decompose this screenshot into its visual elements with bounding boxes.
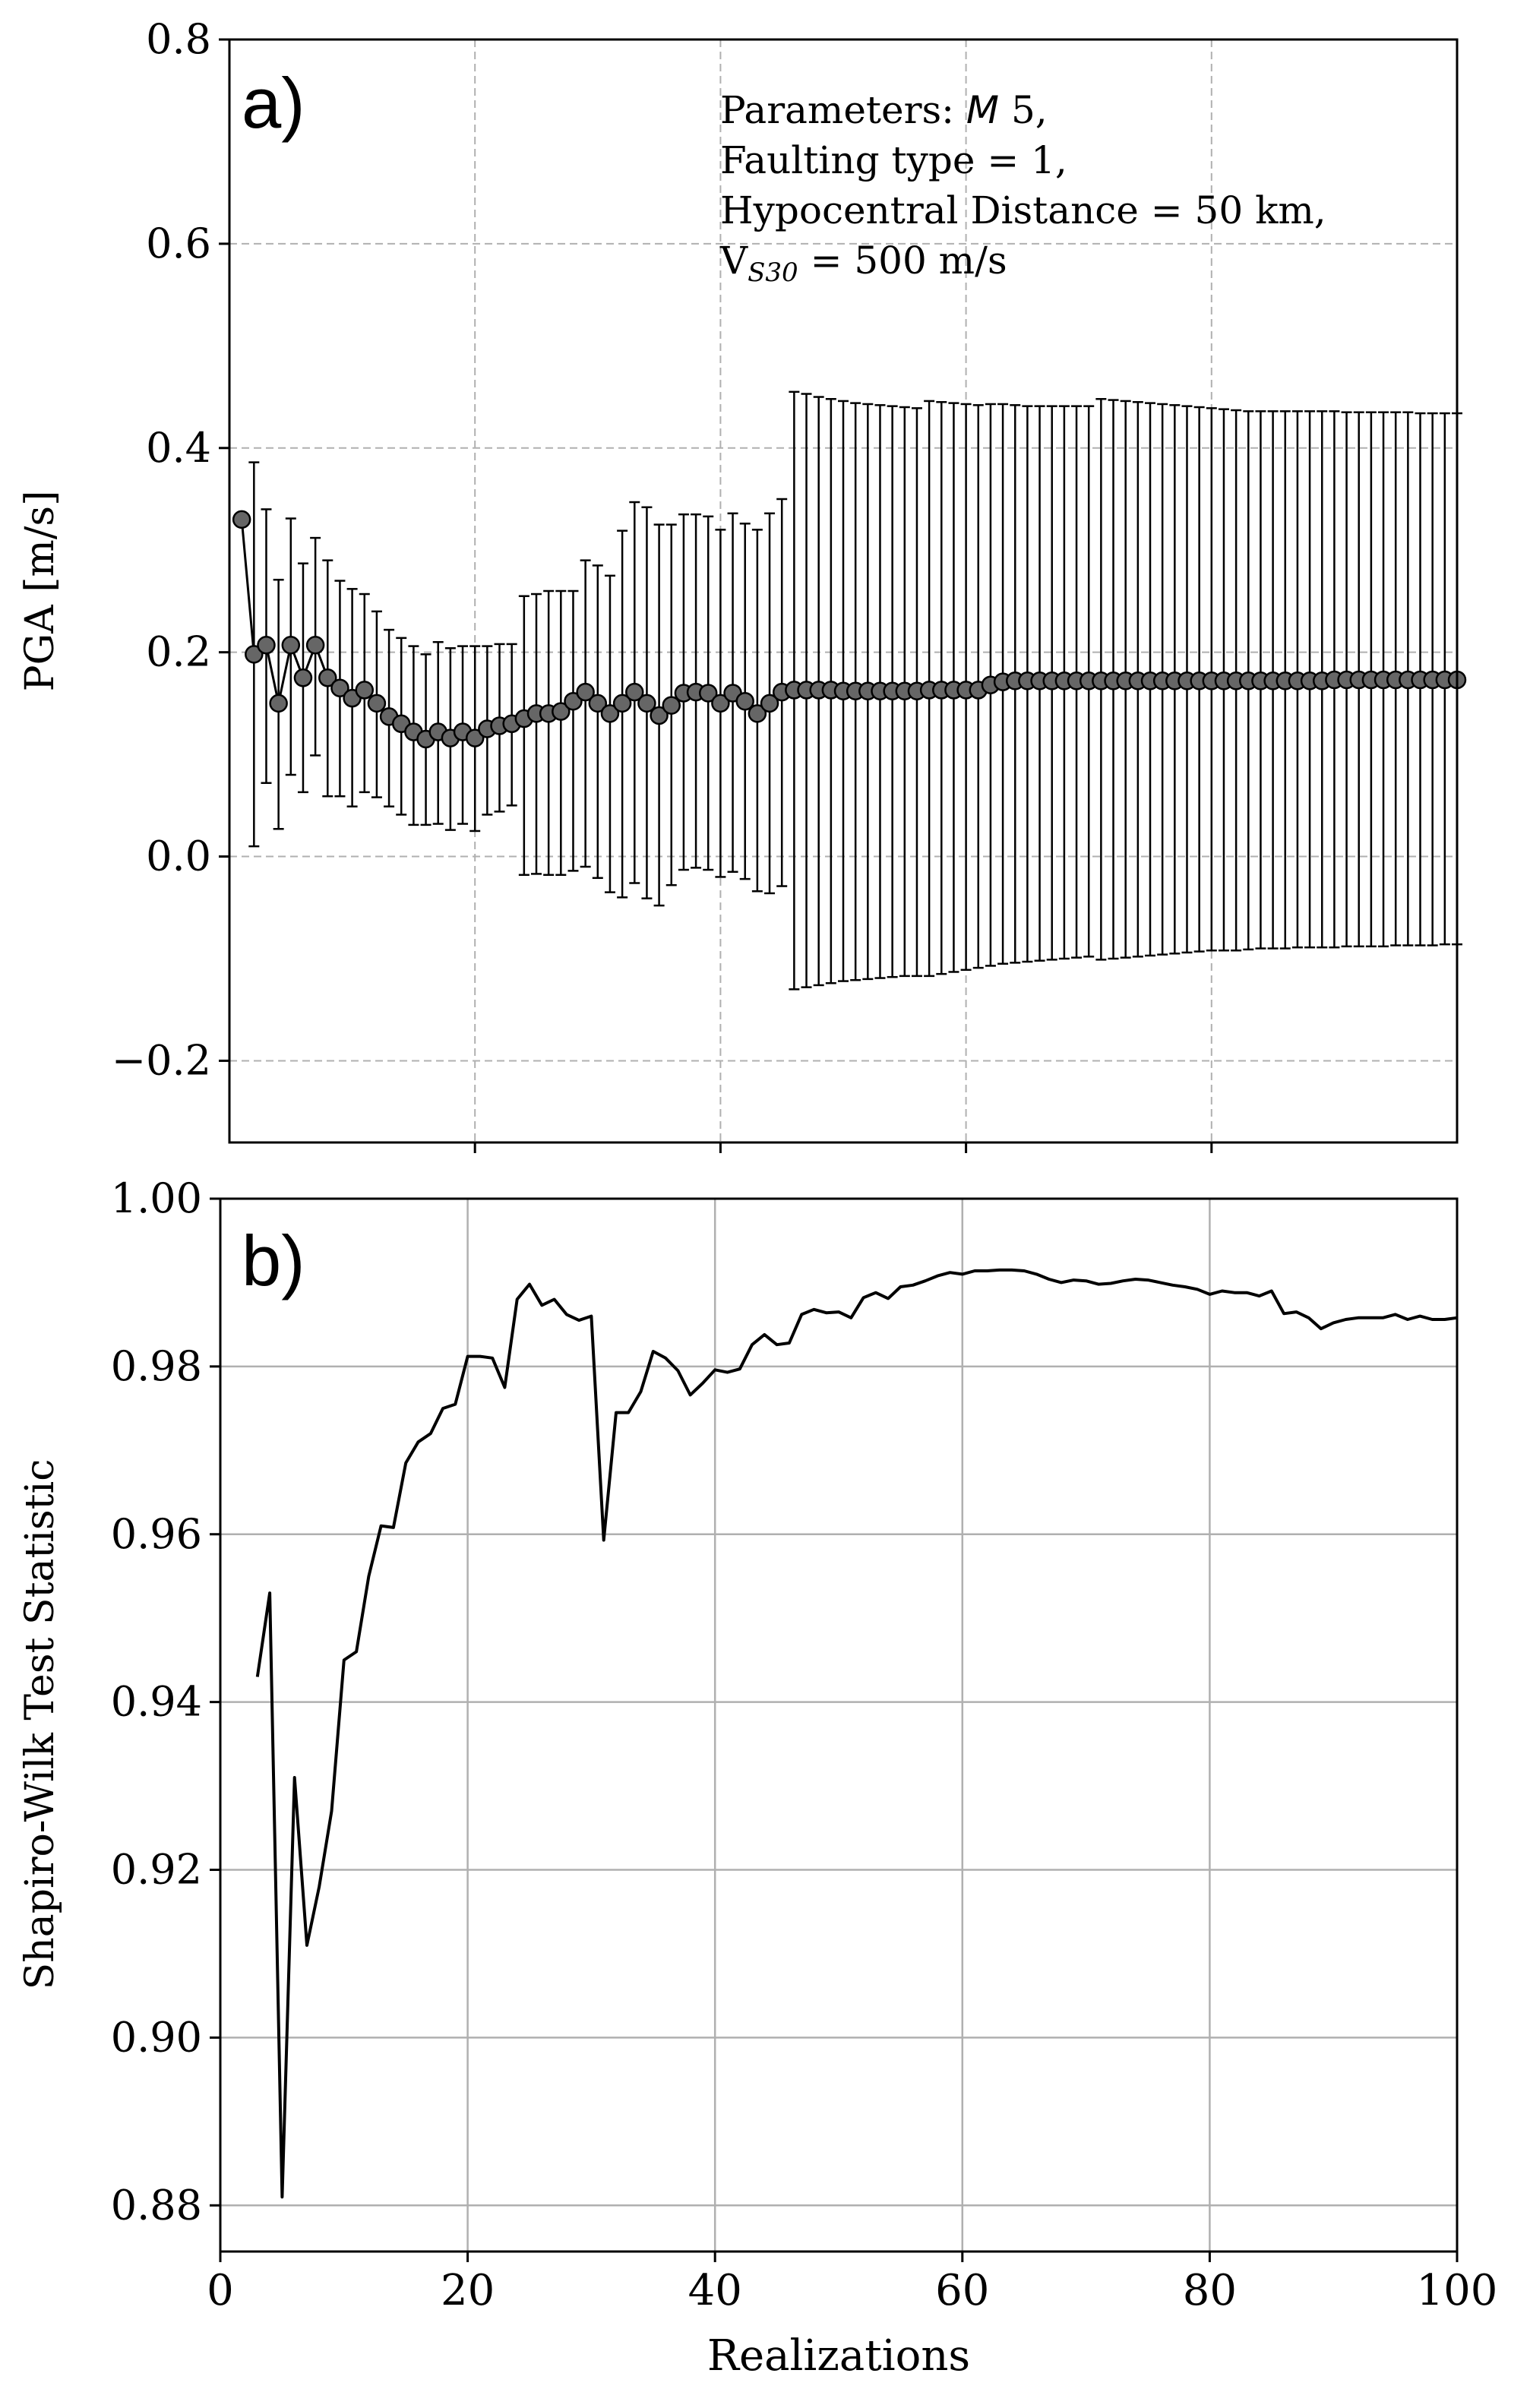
mean-marker bbox=[305, 636, 325, 655]
panel-b-y-tick-label: 0.88 bbox=[111, 2181, 202, 2229]
mean-marker bbox=[269, 694, 288, 713]
parameters-annotation: Parameters: M 5, Faulting type = 1, Hypo… bbox=[719, 88, 1326, 288]
panel-a-mean-markers bbox=[232, 510, 1467, 749]
panel-a-y-tick-label: 0.8 bbox=[146, 15, 211, 63]
panel-a-label: a) bbox=[242, 63, 305, 143]
panel-b-ticks: 0 20 40 60 80 100 0.88 0.90 0.92 0.94 0.96 0.98 1.00 bbox=[111, 1174, 1498, 2315]
mean-marker bbox=[625, 682, 644, 702]
mean-marker bbox=[355, 681, 375, 700]
annotation-line-4-rest: = 500 m/s bbox=[798, 239, 1007, 283]
panel-b-x-tick-label: 0 bbox=[207, 2266, 234, 2315]
annotation-line-3: Hypocentral Distance = 50 km, bbox=[720, 188, 1326, 232]
annotation-magnitude-symbol: M bbox=[966, 88, 999, 132]
annotation-line-1: Parameters: M 5, bbox=[720, 88, 1048, 132]
panel-b-shapiro-wilk: 0 20 40 60 80 100 0.88 0.90 0.92 0.94 0.96 0.98 1.00… bbox=[17, 1174, 1497, 2381]
annotation-line-2: Faulting type = 1, bbox=[720, 138, 1067, 182]
panel-b-y-tick-label: 0.94 bbox=[111, 1678, 202, 1726]
panel-a-frame bbox=[228, 38, 1459, 1144]
mean-marker bbox=[662, 696, 681, 715]
annotation-line-1-suffix: 5, bbox=[999, 88, 1048, 132]
mean-marker bbox=[711, 694, 730, 713]
annotation-vs-symbol: V bbox=[719, 239, 748, 283]
mean-marker bbox=[330, 678, 349, 697]
mean-marker bbox=[564, 691, 583, 711]
panel-b-y-tick-label: 1.00 bbox=[111, 1174, 202, 1222]
mean-marker bbox=[650, 706, 669, 725]
panel-a-y-tick-label: 0.2 bbox=[146, 628, 211, 676]
panel-b-x-tick-label: 60 bbox=[935, 2266, 989, 2315]
panel-b-y-tick-label: 0.92 bbox=[111, 1846, 202, 1894]
mean-marker bbox=[257, 636, 276, 655]
annotation-vs-subscript: S30 bbox=[748, 258, 798, 288]
mean-marker bbox=[552, 702, 571, 721]
mean-marker bbox=[612, 694, 632, 713]
mean-marker bbox=[245, 645, 264, 664]
mean-marker bbox=[465, 728, 485, 747]
panel-a-y-tick-label: 0.4 bbox=[146, 424, 211, 472]
annotation-line-4: VS30 = 500 m/s bbox=[719, 239, 1007, 288]
x-axis-label: Realizations bbox=[707, 2331, 970, 2381]
panel-b-y-axis-label: Shapiro-Wilk Test Statistic bbox=[17, 1459, 63, 1990]
mean-marker bbox=[293, 668, 313, 687]
panel-a-y-axis-label: PGA [m/s] bbox=[17, 491, 63, 692]
mean-marker bbox=[367, 694, 387, 713]
mean-marker bbox=[232, 510, 251, 529]
panel-b-x-tick-label: 80 bbox=[1183, 2266, 1237, 2315]
panel-b-frame bbox=[219, 1197, 1459, 2253]
panel-b-y-tick-label: 0.98 bbox=[111, 1342, 202, 1390]
mean-marker bbox=[318, 668, 337, 687]
panel-b-label: b) bbox=[242, 1221, 305, 1300]
mean-marker bbox=[576, 682, 595, 702]
panel-b-y-tick-label: 0.96 bbox=[111, 1510, 202, 1558]
panel-b-x-tick-label: 20 bbox=[441, 2266, 495, 2315]
panel-b-x-tick-label: 100 bbox=[1417, 2266, 1498, 2315]
panel-a-y-tick-label: 0.6 bbox=[146, 220, 211, 267]
panel-b-y-tick-label: 0.90 bbox=[111, 2013, 202, 2061]
mean-marker bbox=[760, 694, 779, 713]
mean-marker bbox=[637, 694, 656, 713]
panel-a-mean-line bbox=[240, 519, 1457, 741]
mean-marker bbox=[735, 691, 754, 711]
panel-a-pga-errorbar: −0.2 0.0 0.2 0.4 0.6 0.8 a) PGA [m/s] Paramet… bbox=[17, 15, 1467, 1153]
panel-a-y-tick-label: 0.0 bbox=[146, 833, 211, 880]
annotation-line-1-prefix: Parameters: bbox=[720, 88, 966, 132]
mean-line bbox=[240, 519, 1457, 741]
mean-marker bbox=[281, 636, 301, 655]
mean-marker bbox=[588, 694, 608, 713]
panel-a-ticks: −0.2 0.0 0.2 0.4 0.6 0.8 bbox=[112, 15, 1213, 1153]
panel-a-y-tick-label: −0.2 bbox=[112, 1036, 211, 1084]
mean-marker bbox=[600, 704, 620, 723]
mean-marker bbox=[748, 704, 767, 723]
panel-b-grid bbox=[219, 1197, 1459, 2252]
panel-b-x-tick-label: 40 bbox=[688, 2266, 742, 2315]
shapiro-wilk-series-line bbox=[255, 1268, 1458, 2199]
mean-marker bbox=[698, 684, 718, 703]
